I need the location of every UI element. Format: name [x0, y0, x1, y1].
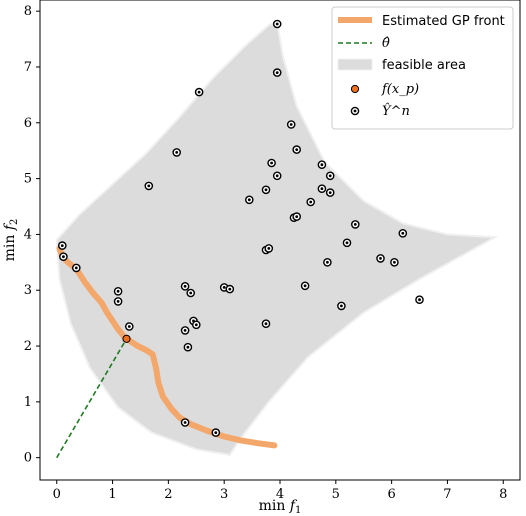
y-hat-point-dot	[60, 244, 64, 248]
x-tick-label: 3	[220, 487, 228, 502]
y-hat-points	[58, 19, 424, 437]
legend-feasible-swatch	[337, 58, 373, 71]
theta-hat-line	[56, 338, 128, 459]
y-hat-point-dot	[194, 323, 198, 327]
y-hat-point-dot	[328, 191, 332, 195]
y-hat-point-dot	[418, 298, 421, 302]
y-hat-point-dot	[127, 325, 131, 328]
legend-theta-hat-label: θ̂	[382, 36, 390, 51]
y-tick-label: 4	[24, 227, 32, 242]
y-hat-point-dot	[222, 286, 226, 289]
plot-area	[55, 19, 499, 459]
legend-y-hat-marker-dot	[353, 109, 357, 113]
y-tick-label: 1	[24, 395, 32, 410]
x-axis-label: min f1	[259, 498, 302, 516]
y-hat-point-dot	[320, 163, 324, 167]
y-hat-point-dot	[303, 284, 307, 288]
y-hat-point-dot	[116, 300, 120, 303]
y-tick-label: 8	[24, 4, 32, 19]
y-hat-point-dot	[183, 284, 187, 288]
y-hat-point-dot	[275, 174, 279, 178]
y-hat-point-dot	[214, 431, 218, 434]
legend-box	[331, 6, 514, 130]
y-hat-point-dot	[320, 187, 324, 191]
y-hat-point-dot	[74, 266, 78, 270]
x-tick-label: 2	[164, 487, 172, 502]
y-hat-point-dot	[147, 184, 151, 188]
y-hat-point-dot	[183, 329, 187, 332]
y-hat-point-dot	[267, 247, 271, 250]
y-tick-label: 0	[24, 451, 32, 466]
y-hat-point-dot	[275, 71, 279, 74]
x-axis-ticks: 0 1 2 3 4 5 6 7 8	[53, 480, 507, 502]
legend-gp-front-label: Estimated GP front	[382, 14, 505, 29]
y-hat-point-dot	[264, 322, 268, 326]
legend-f-xp-marker	[350, 84, 360, 94]
y-hat-point-dot	[340, 304, 343, 308]
y-hat-point-dot	[393, 260, 396, 264]
y-hat-point-dot	[326, 260, 329, 264]
y-hat-point-dot	[345, 241, 349, 245]
y-hat-point-dot	[175, 151, 179, 154]
y-hat-point-dot	[379, 257, 382, 260]
y-hat-point-dot	[186, 345, 190, 349]
y-hat-point-dot	[197, 90, 201, 94]
y-axis-ticks: 0 1 2 3 4 5 6 7 8	[24, 4, 40, 466]
y-hat-point-dot	[183, 421, 187, 424]
y-hat-point-dot	[295, 148, 299, 152]
x-tick-label: 4	[276, 487, 284, 502]
x-tick-label: 5	[332, 487, 340, 502]
legend-f-xp-label: f(x_p)	[381, 82, 419, 97]
x-tick-label: 6	[387, 487, 395, 502]
y-tick-label: 7	[24, 60, 32, 75]
y-hat-point-dot	[228, 287, 232, 291]
y-hat-point-dot	[270, 161, 273, 165]
x-tick-label: 7	[443, 487, 451, 502]
y-hat-point-dot	[62, 255, 65, 259]
y-hat-point-dot	[116, 289, 120, 293]
f-xp-point	[122, 334, 131, 343]
y-hat-point-dot	[328, 174, 332, 178]
y-tick-label: 3	[24, 283, 32, 298]
x-tick-label: 8	[499, 487, 507, 502]
legend: Estimated GP front θ̂ feasible area f(x_…	[331, 6, 514, 130]
y-tick-label: 5	[24, 172, 32, 187]
y-hat-point-dot	[189, 291, 193, 295]
feasible-area	[55, 20, 499, 456]
y-hat-point-dot	[275, 22, 279, 26]
y-axis-label: min f2	[2, 219, 20, 262]
x-tick-label: 0	[53, 487, 61, 502]
x-tick-label: 1	[108, 487, 116, 502]
y-hat-point-dot	[264, 188, 268, 192]
y-hat-point-dot	[247, 198, 251, 202]
y-hat-point-dot	[295, 215, 299, 219]
y-hat-point-dot	[289, 123, 293, 126]
y-hat-point-dot	[401, 231, 405, 235]
y-tick-label: 6	[24, 116, 32, 131]
y-hat-point-dot	[353, 223, 357, 226]
y-hat-point-dot	[309, 200, 313, 204]
y-tick-label: 2	[24, 339, 32, 354]
legend-feasible-label: feasible area	[382, 58, 466, 73]
gp-front-line	[56, 245, 278, 449]
legend-y-hat-label: Ŷ^n	[382, 103, 410, 119]
